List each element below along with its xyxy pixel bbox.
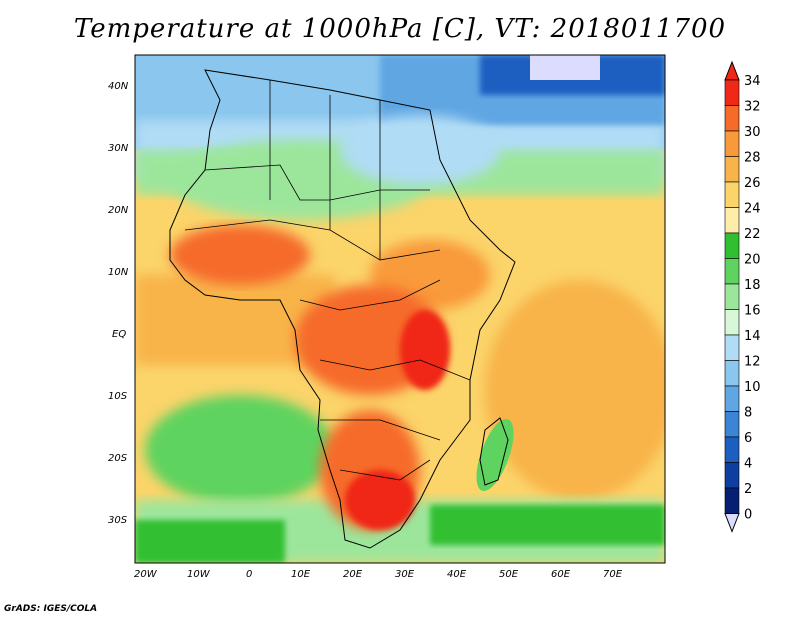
colorbar-swatch [724, 309, 740, 336]
lat-label: 20N [108, 205, 129, 216]
temperature-field [135, 55, 665, 563]
colorbar-label: 30 [744, 125, 761, 140]
map-title: Temperature at 1000hPa [C], VT: 20180117… [73, 14, 727, 44]
lat-label: EQ [112, 329, 126, 340]
lat-label: 20S [108, 453, 128, 464]
colorbar-swatch [724, 462, 740, 489]
credit-label: GrADS: IGES/COLA [4, 604, 98, 614]
colorbar-label: 22 [744, 227, 761, 242]
lon-label: 50E [499, 569, 519, 580]
colorbar-swatch [724, 181, 740, 208]
colorbar-swatch [724, 232, 740, 259]
lon-label: 10W [187, 569, 211, 580]
colorbar-label: 6 [744, 431, 752, 446]
colorbar-swatch [724, 105, 740, 132]
colorbar-max-arrow [724, 60, 740, 81]
lon-label: 20E [343, 569, 363, 580]
coastlines [169, 69, 516, 549]
colorbar-label: 18 [744, 278, 761, 293]
colorbar-min-arrow [724, 513, 740, 533]
colorbar-label: 12 [744, 355, 761, 370]
colorbar-label: 26 [744, 176, 761, 191]
colorbar-swatch [724, 258, 740, 285]
colorbar-label: 0 [744, 508, 752, 523]
colorbar-label: 16 [744, 304, 761, 319]
lat-label: 30N [108, 143, 129, 154]
lon-label: 40E [447, 569, 467, 580]
colorbar-swatch [724, 411, 740, 438]
lon-label: 20W [134, 569, 158, 580]
colorbar-swatch [724, 156, 740, 183]
colorbar-swatch [724, 436, 740, 463]
colorbar-label: 2 [744, 482, 752, 497]
colorbar-swatch [724, 360, 740, 387]
lon-label: 70E [603, 569, 623, 580]
colorbar-label: 10 [744, 380, 761, 395]
lon-label: 60E [551, 569, 571, 580]
lat-label: 40N [108, 81, 129, 92]
colorbar-label: 14 [744, 329, 761, 344]
lat-label: 30S [108, 515, 128, 526]
colorbar-label: 34 [744, 74, 761, 89]
colorbar-swatch [724, 334, 740, 361]
colorbar-swatch [724, 207, 740, 234]
colorbar-swatch [724, 79, 740, 106]
lat-axis: 40N 30N 20N 10N EQ 10S 20S 30S [108, 81, 129, 526]
lon-axis: 20W 10W 0 10E 20E 30E 40E 50E 60E 70E [134, 569, 623, 580]
colorbar-label: 20 [744, 253, 761, 268]
lat-label: 10N [108, 267, 129, 278]
colorbar-label: 4 [744, 457, 752, 472]
colorbar-swatch [724, 487, 740, 514]
colorbar-label: 28 [744, 151, 761, 166]
colorbar-swatch [724, 283, 740, 310]
colorbar-swatch [724, 130, 740, 157]
lon-label: 0 [246, 569, 252, 580]
lon-label: 30E [395, 569, 415, 580]
lon-label: 10E [291, 569, 311, 580]
plot-frame [134, 54, 666, 564]
country-borders [184, 80, 471, 481]
lat-label: 10S [108, 391, 128, 402]
colorbar-label: 32 [744, 100, 761, 115]
colorbar-label: 24 [744, 202, 761, 217]
colorbar-swatch [724, 385, 740, 412]
colorbar-label: 8 [744, 406, 752, 421]
